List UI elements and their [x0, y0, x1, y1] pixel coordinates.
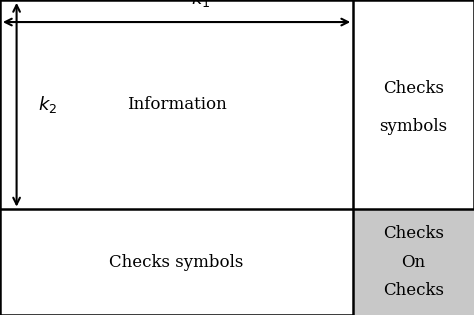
Text: Checks: Checks — [383, 226, 444, 242]
Text: Information: Information — [127, 96, 227, 113]
Text: Checks: Checks — [383, 81, 444, 97]
Text: symbols: symbols — [380, 118, 447, 135]
Text: $k_2$: $k_2$ — [38, 94, 57, 115]
Bar — [353, 209, 474, 315]
Text: On: On — [401, 254, 426, 271]
Text: Checks symbols: Checks symbols — [109, 254, 244, 271]
Text: Checks: Checks — [383, 282, 444, 299]
Text: $k_1$: $k_1$ — [191, 0, 210, 9]
